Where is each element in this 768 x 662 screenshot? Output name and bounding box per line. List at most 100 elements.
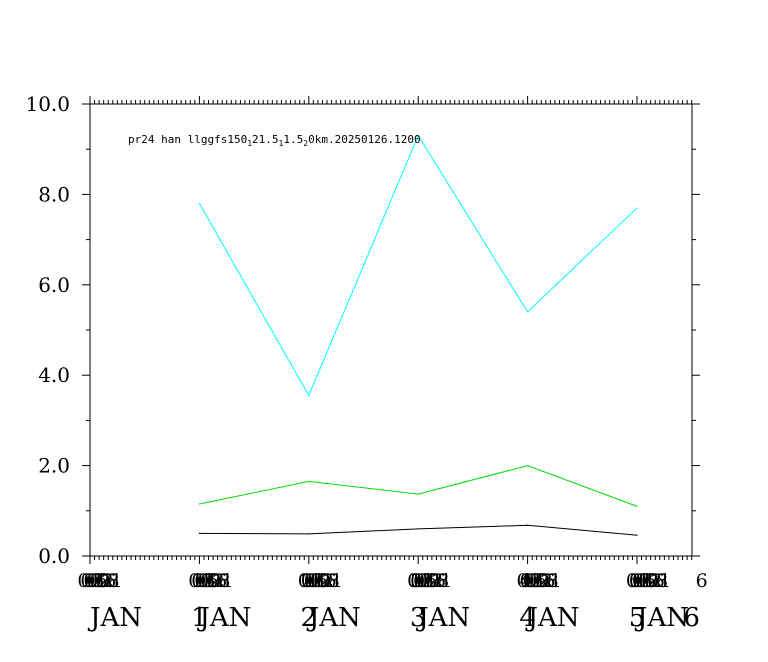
x-tick-label: 3 bbox=[410, 570, 422, 592]
x-tick-label: 15 bbox=[641, 570, 665, 592]
x-tick-label: 18 bbox=[644, 570, 668, 592]
x-tick-label: 03 bbox=[520, 570, 544, 592]
x-tick-label: 03 bbox=[629, 570, 653, 592]
data-point bbox=[198, 532, 200, 535]
title-segment: pr24 han llggfs150 bbox=[128, 133, 247, 146]
series-layer bbox=[198, 134, 638, 536]
x-tick-label: 00 bbox=[188, 570, 212, 592]
data-point bbox=[198, 202, 200, 205]
series-line-1 bbox=[198, 134, 638, 397]
x-tick-label: 09 bbox=[307, 570, 331, 592]
x-day-label: 4 bbox=[519, 603, 536, 633]
x-tick-label: 09 bbox=[416, 570, 440, 592]
x-tick-label: 00 bbox=[298, 570, 322, 592]
data-point bbox=[308, 394, 310, 397]
x-tick-label: 12 bbox=[529, 570, 553, 592]
x-tick-label: 00 bbox=[517, 570, 541, 592]
x-tick-label: 15 bbox=[313, 570, 337, 592]
x-tick-label: 5 bbox=[629, 570, 641, 592]
x-tick-label: 21 bbox=[538, 570, 562, 592]
x-tick-label: 09 bbox=[526, 570, 550, 592]
x-axis-labels: 0003060912151821JAN10003060912151821JAN1… bbox=[77, 570, 707, 633]
x-tick-label: 21 bbox=[209, 570, 233, 592]
plot-frame bbox=[89, 103, 693, 557]
data-point bbox=[636, 505, 638, 507]
y-tick-label: 8.0 bbox=[38, 182, 70, 206]
title-subscript: 1 bbox=[279, 139, 284, 148]
x-month-label: JAN bbox=[415, 603, 470, 633]
x-tick-label: 12 bbox=[89, 570, 113, 592]
data-point bbox=[527, 465, 529, 467]
x-day-label: 2 bbox=[301, 603, 318, 633]
x-tick-label: 03 bbox=[80, 570, 104, 592]
x-tick-label: 12 bbox=[200, 570, 224, 592]
data-point bbox=[308, 533, 310, 535]
x-tick-label: 21 bbox=[647, 570, 671, 592]
data-point bbox=[198, 503, 200, 505]
x-tick-label: 15 bbox=[422, 570, 446, 592]
x-tick-label: 15 bbox=[92, 570, 116, 592]
x-day-label: 5 bbox=[629, 603, 646, 633]
data-point bbox=[417, 493, 419, 495]
x-month-label: JAN bbox=[87, 603, 142, 633]
x-tick-label: 00 bbox=[77, 570, 101, 592]
x-tick-label: 6 bbox=[696, 570, 708, 592]
x-tick-label: 06 bbox=[632, 570, 656, 592]
x-tick-label: 12 bbox=[638, 570, 662, 592]
x-tick-label: 1 bbox=[191, 570, 203, 592]
x-tick-label: 00 bbox=[626, 570, 650, 592]
x-tick-label: 15 bbox=[203, 570, 227, 592]
x-tick-label: 18 bbox=[535, 570, 559, 592]
x-tick-label: 06 bbox=[83, 570, 107, 592]
x-tick-label: 06 bbox=[413, 570, 437, 592]
title-segment: 21.5 bbox=[252, 133, 279, 146]
y-tick-label: 0.0 bbox=[38, 544, 70, 568]
data-point bbox=[527, 524, 529, 526]
data-point bbox=[417, 135, 419, 137]
data-point bbox=[636, 534, 638, 536]
x-month-label: JAN bbox=[634, 603, 689, 633]
x-tick-label: 06 bbox=[304, 570, 328, 592]
chart-title: pr24 han llggfs150121.511.520km.20250126… bbox=[128, 133, 421, 148]
x-month-label: JAN bbox=[196, 603, 251, 633]
axis-ticks bbox=[82, 96, 700, 564]
x-tick-label: 03 bbox=[191, 570, 215, 592]
x-tick-label: 21 bbox=[319, 570, 343, 592]
x-tick-label: 09 bbox=[86, 570, 110, 592]
data-point bbox=[417, 528, 419, 530]
data-point bbox=[636, 207, 638, 209]
y-tick-label: 10.0 bbox=[25, 92, 70, 116]
series-line-3 bbox=[199, 524, 638, 536]
data-point bbox=[308, 480, 310, 483]
x-tick-label: 09 bbox=[635, 570, 659, 592]
x-tick-label: 00 bbox=[407, 570, 431, 592]
y-tick-label: 4.0 bbox=[38, 363, 70, 387]
series-line-2 bbox=[199, 465, 638, 507]
x-tick-label: 03 bbox=[410, 570, 434, 592]
data-point bbox=[527, 311, 529, 313]
x-tick-label: 18 bbox=[316, 570, 340, 592]
x-tick-label: 2 bbox=[301, 570, 313, 592]
x-tick-label: 4 bbox=[520, 570, 532, 592]
x-tick-label: 18 bbox=[425, 570, 449, 592]
y-axis-labels: 0.0 2.0 4.0 6.0 8.0 10.0 bbox=[25, 92, 70, 568]
x-day-label: 6 bbox=[683, 603, 700, 633]
x-tick-label: 18 bbox=[95, 570, 119, 592]
x-month-label: JAN bbox=[525, 603, 580, 633]
x-tick-label: 03 bbox=[301, 570, 325, 592]
x-tick-label: 12 bbox=[310, 570, 334, 592]
x-tick-label: 06 bbox=[194, 570, 218, 592]
title-segment: 1.5 bbox=[283, 133, 303, 146]
title-segment: 0km.20250126.1200 bbox=[308, 133, 421, 146]
title-subscript: 1 bbox=[247, 139, 252, 148]
x-tick-label: 09 bbox=[197, 570, 221, 592]
x-month-label: JAN bbox=[306, 603, 361, 633]
x-tick-label: 12 bbox=[419, 570, 443, 592]
x-tick-label: 21 bbox=[98, 570, 122, 592]
x-tick-label: 21 bbox=[428, 570, 452, 592]
x-day-label: 3 bbox=[410, 603, 427, 633]
x-day-label: 1 bbox=[191, 603, 208, 633]
title-subscript: 2 bbox=[303, 139, 308, 148]
x-tick-label: 15 bbox=[532, 570, 556, 592]
